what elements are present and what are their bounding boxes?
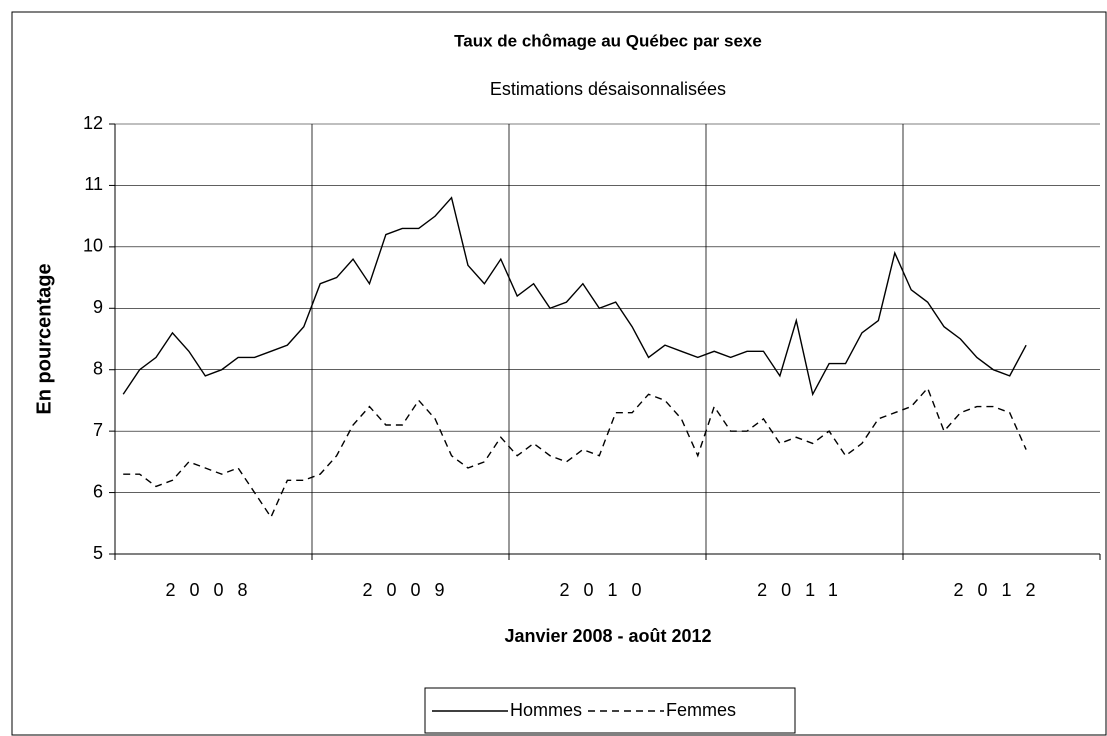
- x-group-label: 2008: [165, 580, 261, 600]
- y-tick-label: 10: [83, 236, 103, 256]
- y-tick-label: 7: [93, 420, 103, 440]
- legend-label: Hommes: [510, 700, 582, 720]
- x-group-label: 2010: [559, 580, 655, 600]
- y-tick-label: 8: [93, 358, 103, 378]
- x-group-label: 2011: [757, 580, 852, 600]
- x-axis-title: Janvier 2008 - août 2012: [504, 626, 711, 646]
- y-tick-label: 12: [83, 113, 103, 133]
- chart-subtitle: Estimations désaisonnalisées: [490, 79, 726, 99]
- series-line: [122, 196, 1027, 397]
- series-line: [123, 386, 1027, 519]
- x-group-label: 2009: [362, 580, 458, 600]
- y-axis-title: En pourcentage: [33, 263, 55, 414]
- chart-title: Taux de chômage au Québec par sexe: [454, 31, 762, 50]
- y-tick-label: 5: [93, 543, 103, 563]
- y-tick-label: 9: [93, 297, 103, 317]
- y-tick-label: 11: [84, 174, 103, 194]
- y-tick-label: 6: [93, 481, 103, 501]
- x-group-label: 2012: [953, 580, 1049, 600]
- chart-frame: [11, 11, 1107, 736]
- legend-label: Femmes: [666, 700, 736, 720]
